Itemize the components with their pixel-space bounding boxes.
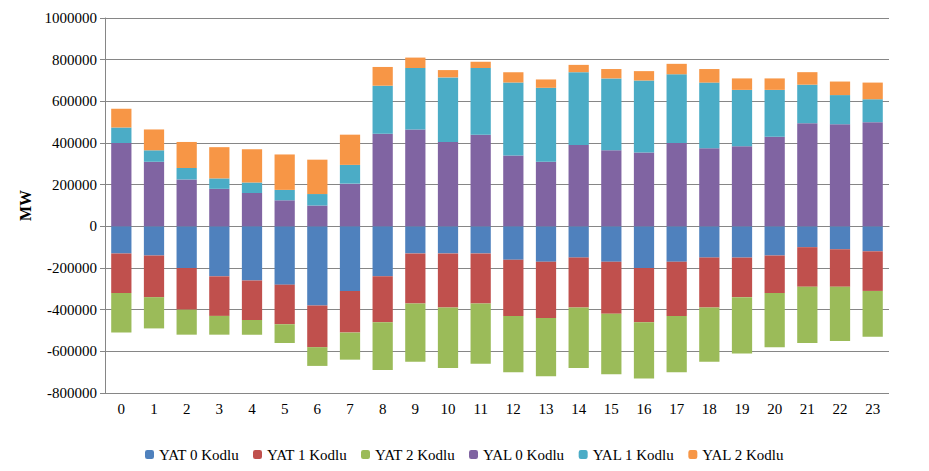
svg-text:1000000: 1000000 xyxy=(45,10,98,26)
svg-text:3: 3 xyxy=(216,401,224,417)
svg-text:7: 7 xyxy=(346,401,354,417)
svg-text:23: 23 xyxy=(865,401,880,417)
svg-text:15: 15 xyxy=(604,401,619,417)
svg-text:YAT 1 Kodlu: YAT 1 Kodlu xyxy=(267,447,347,463)
svg-text:200000: 200000 xyxy=(52,177,97,193)
svg-text:0: 0 xyxy=(90,218,98,234)
svg-text:-600000: -600000 xyxy=(47,343,97,359)
svg-text:-400000: -400000 xyxy=(47,302,97,318)
svg-text:21: 21 xyxy=(800,401,815,417)
svg-text:MW: MW xyxy=(17,190,34,221)
svg-text:18: 18 xyxy=(702,401,717,417)
svg-text:800000: 800000 xyxy=(52,52,97,68)
svg-text:400000: 400000 xyxy=(52,135,97,151)
svg-text:22: 22 xyxy=(833,401,848,417)
svg-text:2: 2 xyxy=(183,401,191,417)
svg-text:0: 0 xyxy=(118,401,126,417)
svg-text:YAL 0 Kodlu: YAL 0 Kodlu xyxy=(483,447,565,463)
svg-text:YAL 1 Kodlu: YAL 1 Kodlu xyxy=(593,447,675,463)
svg-text:600000: 600000 xyxy=(52,93,97,109)
svg-text:YAT 2 Kodlu: YAT 2 Kodlu xyxy=(375,447,455,463)
svg-text:5: 5 xyxy=(281,401,289,417)
svg-text:12: 12 xyxy=(506,401,521,417)
svg-text:4: 4 xyxy=(248,401,256,417)
svg-text:14: 14 xyxy=(571,401,587,417)
svg-text:20: 20 xyxy=(767,401,782,417)
svg-text:-800000: -800000 xyxy=(47,385,97,401)
svg-text:YAT 0 Kodlu: YAT 0 Kodlu xyxy=(159,447,239,463)
svg-text:19: 19 xyxy=(735,401,750,417)
svg-text:10: 10 xyxy=(441,401,456,417)
svg-text:13: 13 xyxy=(539,401,554,417)
svg-text:6: 6 xyxy=(314,401,322,417)
svg-text:9: 9 xyxy=(412,401,420,417)
svg-text:YAL 2 Kodlu: YAL 2 Kodlu xyxy=(702,447,784,463)
svg-text:17: 17 xyxy=(669,401,685,417)
svg-text:11: 11 xyxy=(473,401,487,417)
svg-text:1: 1 xyxy=(150,401,158,417)
svg-text:-200000: -200000 xyxy=(47,260,97,276)
svg-text:16: 16 xyxy=(637,401,653,417)
svg-text:8: 8 xyxy=(379,401,387,417)
